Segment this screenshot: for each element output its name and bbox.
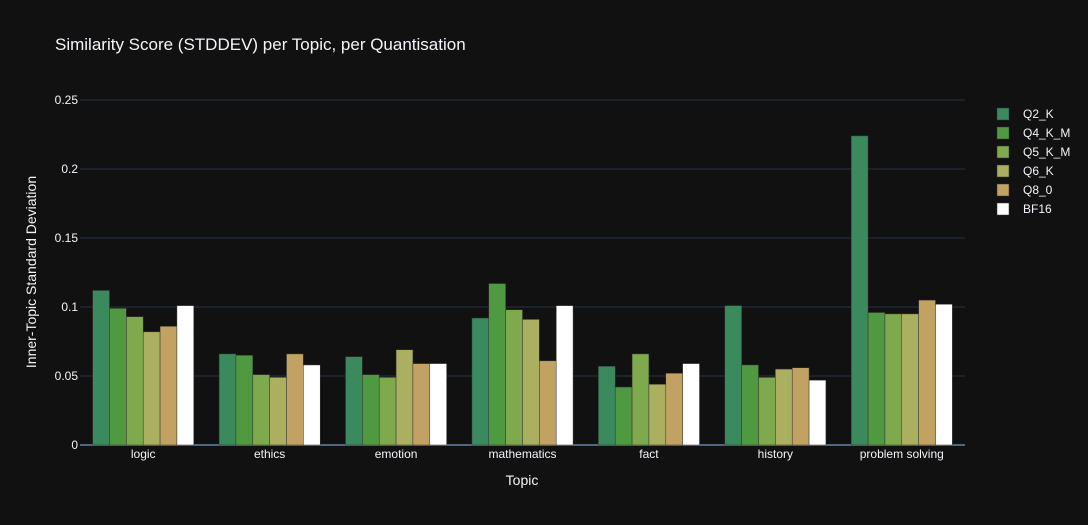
bar-Q6_K-ethics[interactable]	[269, 377, 287, 446]
bar-Q8_0-mathematics[interactable]	[539, 360, 557, 446]
y-tick-label: 0.05	[55, 369, 79, 383]
bar-group-fact	[598, 353, 700, 446]
bar-Q4_K_M-logic[interactable]	[109, 308, 127, 446]
legend-item-Q8_0[interactable]: Q8_0	[996, 183, 1053, 197]
x-tick-label: ethics	[254, 447, 285, 461]
legend-item-Q5_K_M[interactable]: Q5_K_M	[996, 145, 1070, 159]
legend-swatch	[996, 202, 1010, 216]
bar-BF16-problem-solving[interactable]	[935, 303, 953, 446]
legend-label: Q5_K_M	[1023, 145, 1070, 159]
bar-group-history	[724, 305, 827, 446]
bar-Q6_K-logic[interactable]	[142, 331, 161, 446]
bar-Q6_K-problem-solving[interactable]	[901, 313, 919, 446]
x-axis-title: Topic	[506, 472, 539, 488]
bar-Q5_K_M-history[interactable]	[758, 377, 776, 446]
bar-Q6_K-emotion[interactable]	[395, 349, 414, 446]
legend-item-Q4_K_M[interactable]: Q4_K_M	[996, 126, 1070, 140]
bar-Q8_0-ethics[interactable]	[286, 353, 304, 446]
x-tick-label: history	[758, 447, 793, 461]
legend-swatch	[996, 183, 1010, 197]
bar-Q6_K-history[interactable]	[775, 368, 793, 446]
legend-label: Q8_0	[1023, 183, 1053, 197]
bar-group-problem-solving	[850, 135, 953, 446]
y-tick-label: 0.1	[61, 300, 78, 314]
legend-swatch	[996, 126, 1010, 140]
bar-Q8_0-logic[interactable]	[159, 326, 178, 446]
legend-swatch	[996, 145, 1010, 159]
bar-Q2_K-fact[interactable]	[598, 366, 616, 446]
x-tick-label: emotion	[375, 447, 418, 461]
x-tick-label: fact	[639, 447, 659, 461]
legend-label: BF16	[1023, 202, 1052, 216]
bars	[92, 135, 953, 446]
bar-Q2_K-history[interactable]	[724, 305, 742, 446]
bar-Q6_K-mathematics[interactable]	[522, 319, 540, 446]
bar-Q8_0-problem-solving[interactable]	[918, 299, 936, 446]
legend-label: Q2_K	[1023, 107, 1054, 121]
bar-BF16-fact[interactable]	[682, 363, 700, 446]
bar-BF16-history[interactable]	[808, 379, 827, 446]
bar-Q6_K-fact[interactable]	[648, 384, 667, 446]
bar-group-mathematics	[471, 283, 574, 446]
bar-Q5_K_M-fact[interactable]	[631, 353, 650, 446]
bar-Q5_K_M-logic[interactable]	[126, 316, 144, 446]
bar-Q2_K-logic[interactable]	[92, 290, 110, 446]
bar-Q2_K-ethics[interactable]	[218, 353, 237, 446]
bar-Q8_0-emotion[interactable]	[412, 363, 431, 446]
legend-label: Q4_K_M	[1023, 126, 1070, 140]
legend-swatch	[996, 164, 1010, 178]
x-tick-label: problem solving	[860, 447, 944, 461]
y-axis-title: Inner-Topic Standard Deviation	[23, 176, 39, 368]
bar-Q4_K_M-fact[interactable]	[614, 386, 633, 446]
x-axis: logic ethics emotion mathematics fact history…	[131, 447, 944, 461]
y-tick-label: 0.15	[55, 231, 79, 245]
legend-item-BF16[interactable]: BF16	[996, 202, 1052, 216]
bar-Q2_K-problem-solving[interactable]	[850, 135, 869, 446]
legend-label: Q6_K	[1023, 164, 1054, 178]
bar-Q4_K_M-emotion[interactable]	[362, 374, 380, 446]
y-tick-label: 0.25	[55, 93, 79, 107]
bar-Q5_K_M-ethics[interactable]	[252, 374, 270, 446]
bar-BF16-mathematics[interactable]	[555, 305, 574, 446]
bar-BF16-emotion[interactable]	[429, 363, 447, 446]
bar-Q2_K-mathematics[interactable]	[471, 317, 490, 446]
bar-Q5_K_M-emotion[interactable]	[378, 377, 397, 446]
legend-item-Q6_K[interactable]: Q6_K	[996, 164, 1054, 178]
bar-Q8_0-fact[interactable]	[665, 372, 683, 446]
bar-group-ethics	[218, 353, 321, 446]
bar-Q2_K-emotion[interactable]	[345, 356, 363, 446]
bar-Q8_0-history[interactable]	[791, 367, 810, 446]
bar-Q4_K_M-problem-solving[interactable]	[867, 312, 886, 446]
bar-Q5_K_M-problem-solving[interactable]	[884, 313, 903, 446]
bar-Q4_K_M-ethics[interactable]	[235, 355, 254, 446]
bar-Q4_K_M-history[interactable]	[741, 364, 759, 446]
x-tick-label: mathematics	[488, 447, 556, 461]
bar-group-logic	[92, 290, 195, 446]
y-tick-label: 0	[71, 438, 78, 452]
bar-group-emotion	[345, 349, 447, 446]
bar-Q4_K_M-mathematics[interactable]	[488, 283, 506, 446]
legend-item-Q2_K[interactable]: Q2_K	[996, 107, 1054, 121]
bar-BF16-ethics[interactable]	[303, 364, 321, 446]
bar-Q5_K_M-mathematics[interactable]	[505, 309, 523, 446]
bar-BF16-logic[interactable]	[176, 305, 195, 446]
legend-swatch	[996, 107, 1010, 121]
y-tick-label: 0.2	[61, 162, 78, 176]
chart-title: Similarity Score (STDDEV) per Topic, per…	[55, 35, 466, 54]
y-axis: 0 0.05 0.1 0.15 0.2 0.25	[55, 93, 79, 452]
legend[interactable]: Q2_K Q4_K_M Q5_K_M Q6_K Q8_0 BF16	[996, 107, 1070, 216]
x-tick-label: logic	[131, 447, 156, 461]
